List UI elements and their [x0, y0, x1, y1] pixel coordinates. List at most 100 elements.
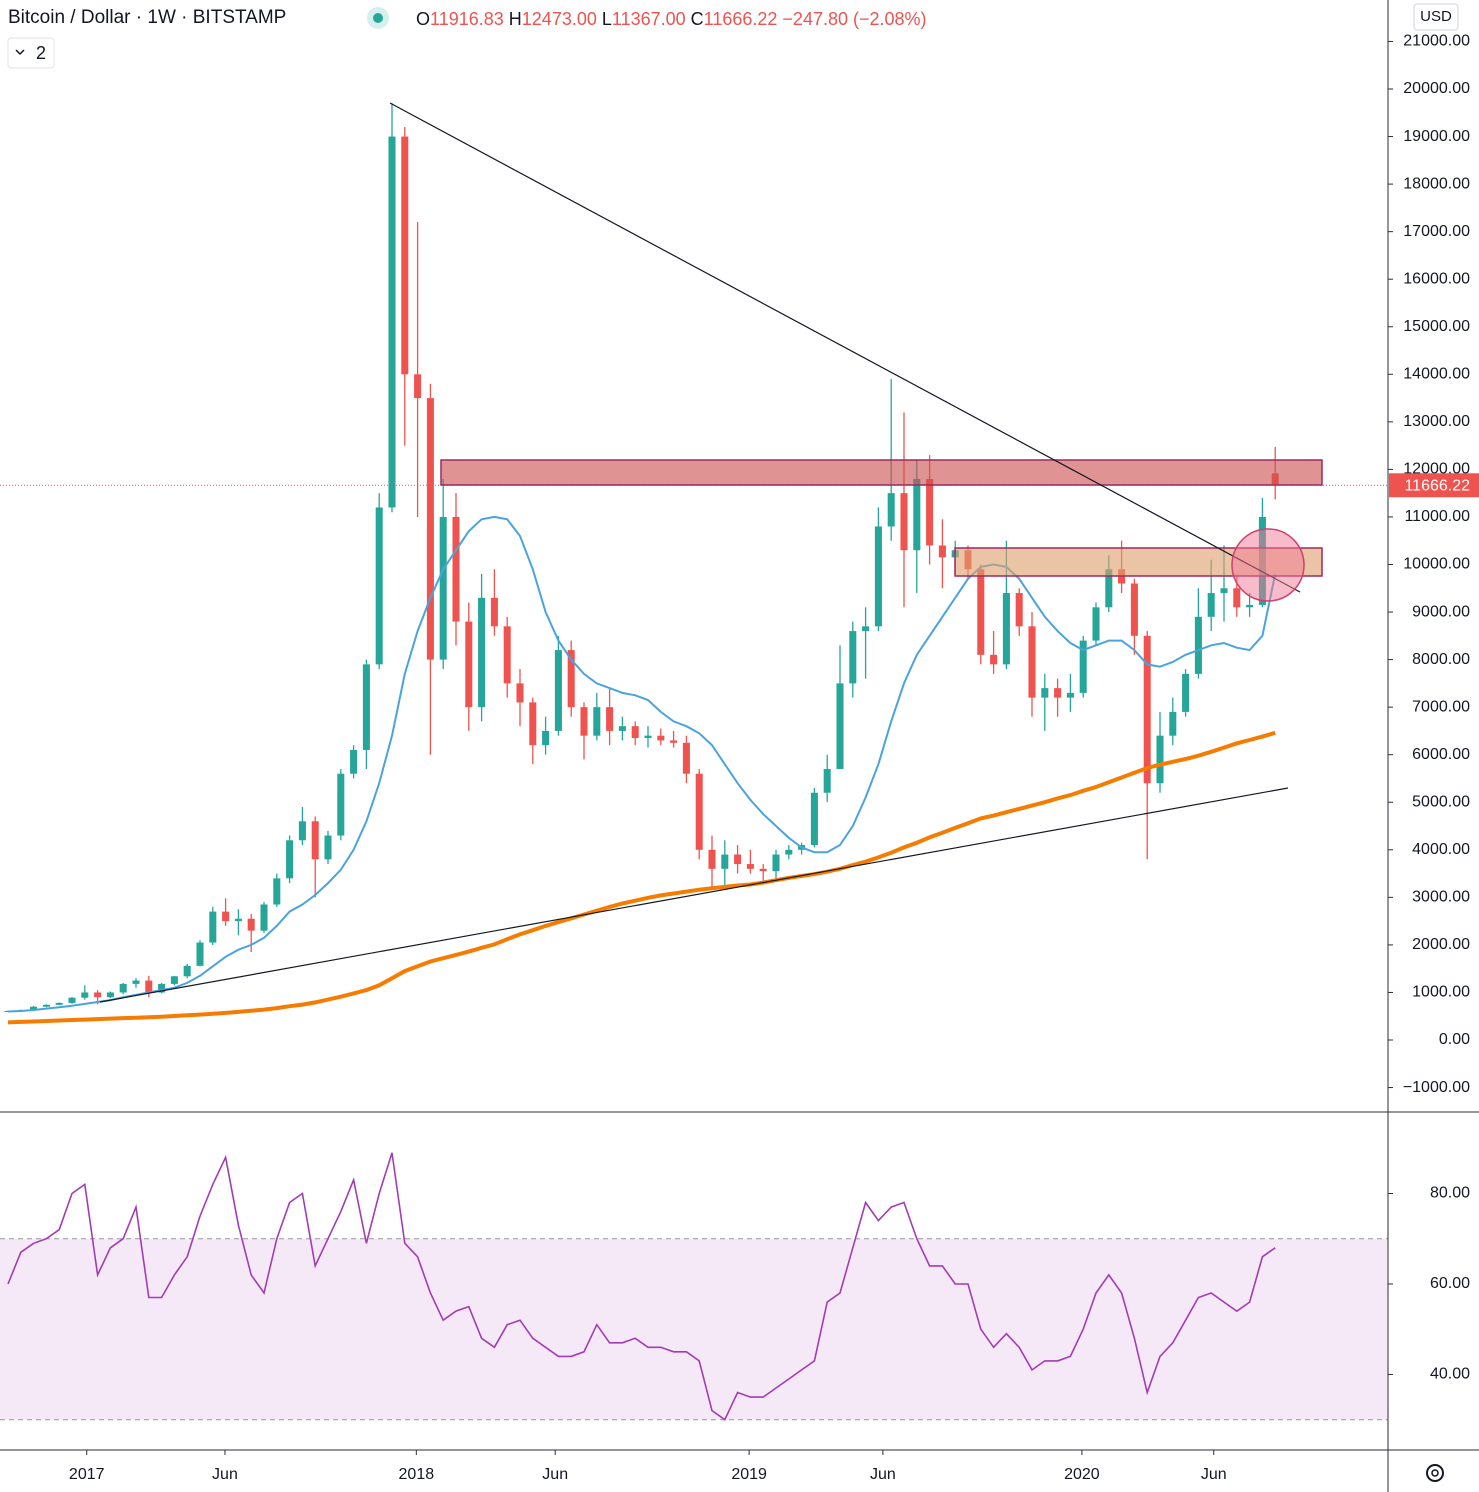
candle-body	[1028, 626, 1036, 698]
candle-body	[682, 742, 690, 774]
y-tick-label: 19000.00	[1403, 128, 1470, 145]
candle-body	[695, 773, 703, 850]
x-tick-label: Jun	[212, 1466, 238, 1483]
currency-label[interactable]: USD	[1420, 8, 1452, 25]
candle-body	[388, 136, 396, 508]
y-tick-label: 16000.00	[1403, 270, 1470, 287]
candle-body	[362, 664, 370, 750]
candle-body	[465, 621, 473, 708]
candle-body	[273, 878, 281, 905]
y-tick-label: 7000.00	[1412, 698, 1470, 715]
candle-body	[887, 493, 895, 527]
candle-body	[516, 683, 524, 703]
y-tick-label: 14000.00	[1403, 366, 1470, 383]
ohlc-legend: O11916.83 H12473.00 L11367.00 C11666.22 …	[416, 9, 927, 29]
candle-body	[990, 654, 998, 665]
candle-body	[938, 545, 946, 558]
candle-body	[375, 507, 383, 665]
y-tick-label: 3000.00	[1412, 889, 1470, 906]
moving-average	[7, 730, 1276, 1025]
candle-body	[746, 864, 754, 869]
candle-body	[55, 1002, 63, 1005]
ohlc-key: O	[416, 9, 430, 29]
candle-body	[311, 821, 319, 860]
candle-body	[247, 918, 255, 931]
candle-body	[81, 992, 89, 998]
candle-body	[1220, 588, 1228, 594]
y-tick-label: 0.00	[1439, 1031, 1470, 1048]
candle-body	[593, 707, 601, 736]
chevron-icon	[15, 49, 25, 56]
ohlc-value: 11367.00	[612, 9, 686, 29]
y-tick-label: 5000.00	[1412, 793, 1470, 810]
ohlc-value: 11666.22	[704, 9, 778, 29]
candle-body	[183, 965, 191, 977]
candle-body	[529, 702, 537, 746]
candle-body	[734, 854, 742, 865]
candle-body	[503, 626, 511, 684]
candle-body	[68, 997, 76, 1003]
x-tick-label: 2020	[1064, 1466, 1100, 1483]
candle-body	[977, 569, 985, 655]
y-tick-label: 18000.00	[1403, 175, 1470, 192]
candle-body	[414, 374, 422, 399]
x-tick-label: Jun	[870, 1466, 896, 1483]
ohlc-value: 12473.00	[522, 9, 597, 29]
x-tick-label: Jun	[1201, 1466, 1227, 1483]
y-tick-label: 80.00	[1430, 1185, 1470, 1202]
candle-body	[580, 707, 588, 736]
y-tick-label: −1000.00	[1403, 1079, 1470, 1096]
candle-body	[452, 516, 460, 622]
candle-body	[1079, 640, 1087, 693]
y-tick-label: 4000.00	[1412, 841, 1470, 858]
y-tick-label: 17000.00	[1403, 223, 1470, 240]
candle-body	[401, 136, 409, 375]
candle-body	[234, 918, 242, 922]
candle-body	[94, 992, 102, 998]
candle-body	[1246, 604, 1254, 608]
candle-body	[836, 683, 844, 769]
gear-hub[interactable]	[1431, 1469, 1439, 1477]
ohlc-key: L	[602, 9, 612, 29]
y-tick-label: 60.00	[1430, 1275, 1470, 1292]
candle-body	[772, 854, 780, 872]
candle-body	[426, 398, 434, 660]
candle-body	[490, 597, 498, 627]
candle-body	[158, 983, 166, 993]
candle-body	[478, 597, 486, 708]
candle-body	[1207, 593, 1215, 617]
last-price-tag	[1389, 473, 1479, 498]
indicator-toggle[interactable]: 2	[7, 37, 55, 69]
y-tick-label: 20000.00	[1403, 80, 1470, 97]
candle-body	[1169, 711, 1177, 736]
breakout-highlight	[1231, 528, 1305, 602]
status-dot	[373, 13, 383, 23]
candle-body	[324, 835, 332, 860]
currency-box[interactable]	[1413, 3, 1459, 31]
change-percent: (−2.08%)	[853, 9, 927, 29]
y-tick-label: 1000.00	[1412, 984, 1470, 1001]
candle-body	[631, 726, 639, 739]
candle-body	[222, 911, 230, 922]
candle-body	[849, 631, 857, 684]
y-tick-label: 40.00	[1430, 1366, 1470, 1383]
uptrend-line	[99, 787, 1289, 1003]
candle-body	[119, 983, 127, 993]
candle-body	[1156, 735, 1164, 784]
y-tick-label: 9000.00	[1412, 603, 1470, 620]
indicator-toggle-box[interactable]	[7, 37, 55, 69]
indicator-count[interactable]: 2	[36, 43, 46, 63]
resistance-zone	[440, 459, 1323, 486]
x-tick-label: 2019	[731, 1466, 767, 1483]
candle-body	[1233, 588, 1241, 608]
candle-body	[1194, 616, 1202, 674]
candle-body	[196, 942, 204, 966]
symbol-title: Bitcoin / Dollar · 1W · BITSTAMP	[8, 7, 286, 28]
candle-body	[542, 730, 550, 746]
gear-ring[interactable]	[1426, 1464, 1444, 1482]
settings-gear[interactable]	[1426, 1464, 1444, 1482]
candle-body	[1015, 593, 1023, 627]
candle-body	[554, 650, 562, 731]
